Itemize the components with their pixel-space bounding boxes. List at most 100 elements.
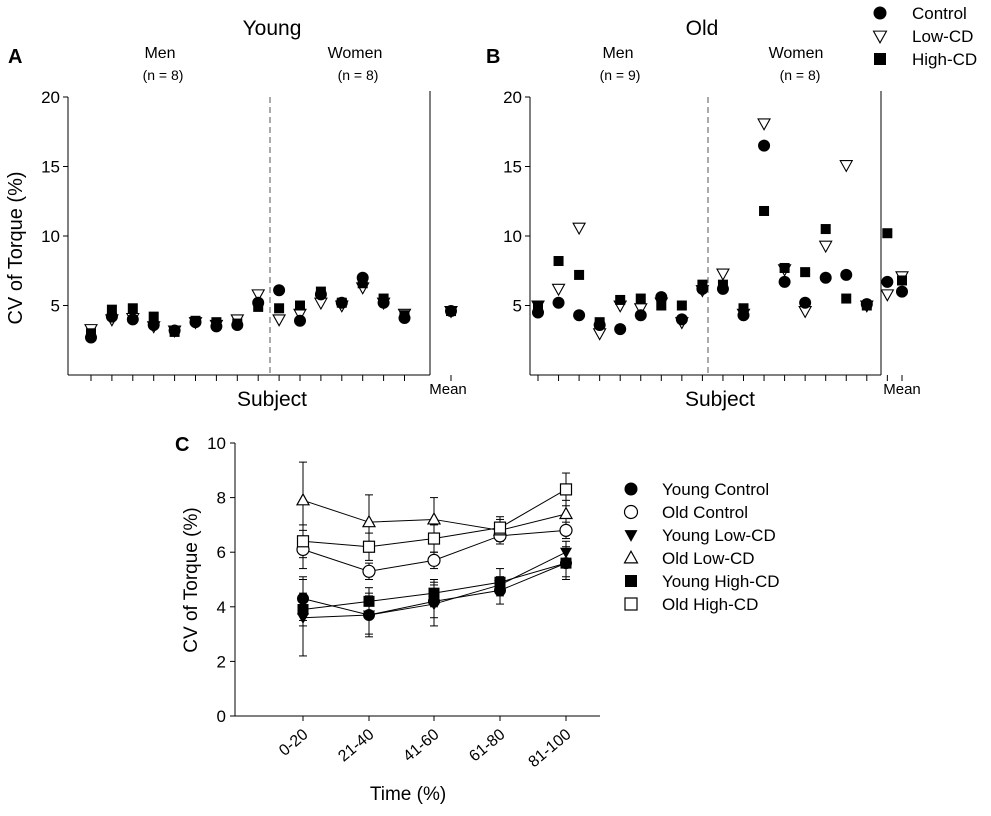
- panel-c-legend-marker-old-control: [623, 504, 639, 520]
- panel-b-point-control: [552, 296, 565, 309]
- panel-b-point-control: [532, 306, 544, 319]
- panel-a-point-control: [252, 296, 265, 309]
- panel-a-point-control: [189, 316, 202, 329]
- panel-b-point-control: [860, 298, 873, 311]
- panel-c-legend-label-old-low-cd: Old Low-CD: [662, 549, 755, 568]
- panel-a-point-high-cd: [295, 300, 305, 311]
- panel-a-men-n: (n = 8): [143, 67, 184, 83]
- panel-a-point-control: [105, 310, 118, 323]
- panel-b-point-high-cd: [553, 256, 564, 267]
- panel-b-men-label: Men: [602, 45, 633, 62]
- panel-c-x-tick-label: 21-40: [335, 726, 377, 765]
- panel-b-point-control: [799, 296, 812, 309]
- legend-label-low-cd: Low-CD: [912, 27, 973, 46]
- panel-a-point-control: [231, 318, 244, 331]
- panel-b-point-control: [716, 282, 729, 295]
- panel-a-women-n: (n = 8): [338, 67, 379, 83]
- panel-b-point-low-cd: [757, 118, 771, 131]
- legend-label-control: Control: [912, 4, 967, 23]
- panel-a-point-high-cd: [106, 304, 117, 315]
- panel-c-x-tick-label: 0-20: [276, 726, 312, 760]
- panel-c-point-old-high-cd: [427, 532, 441, 545]
- panel-b-y-tick-label: 5: [513, 297, 522, 316]
- legend-label-high-cd: High-CD: [912, 50, 977, 69]
- panel-b-point-control: [573, 309, 586, 322]
- panel-b-point-low-cd: [551, 283, 566, 297]
- panel-b-y-tick-label: 20: [503, 88, 522, 107]
- panel-c-x-tick-label: 81-100: [525, 726, 574, 771]
- panel-b-point-low-cd: [839, 160, 854, 173]
- panel-b-point-high-cd: [533, 300, 543, 311]
- panel-b-point-high-cd: [759, 205, 770, 216]
- panel-c-legend-marker-old-low-cd: [623, 549, 639, 564]
- panel-c-point-young-control: [297, 592, 309, 605]
- panel-a-y-tick-label: 20: [41, 88, 60, 107]
- panel-b-point-control: [634, 309, 647, 322]
- panel-a-men-label: Men: [144, 45, 175, 62]
- panel-a-point-control: [294, 314, 306, 327]
- panel-c-point-old-high-cd: [559, 483, 573, 496]
- panel-a-point-control: [168, 324, 181, 337]
- panel-a-letter: A: [8, 46, 22, 68]
- panel-b-y-tick-label: 10: [503, 227, 522, 246]
- panel-c-point-old-control: [559, 523, 573, 537]
- panel-c-point-young-low-cd: [428, 599, 440, 611]
- panel-c-legend-label-young-high-cd: Young High-CD: [662, 572, 780, 591]
- panel-a-point-high-cd: [274, 303, 285, 314]
- panel-c-legend-marker-young-control: [624, 482, 638, 496]
- panel-a-point-control: [377, 296, 390, 309]
- panel-c-point-old-low-cd: [361, 514, 377, 528]
- panel-c-point-young-low-cd: [363, 610, 375, 622]
- panel-b-point-control: [778, 275, 791, 288]
- panel-c-point-old-low-cd: [295, 492, 311, 506]
- panel-c-point-young-high-cd: [494, 576, 506, 588]
- panel-b-men-n: (n = 9): [600, 67, 641, 83]
- legend-marker-control: [873, 6, 887, 20]
- panel-c-x-tick-label: 41-60: [400, 726, 442, 765]
- legend-marker-low-cd: [872, 30, 888, 44]
- panel-a-title: Young: [243, 17, 302, 40]
- panel-b-letter: B: [486, 46, 500, 68]
- panel-c-point-young-low-cd: [297, 613, 309, 625]
- panel-c-point-young-low-cd: [560, 547, 572, 559]
- panel-c-point-old-control: [427, 553, 441, 567]
- panel-a-point-control: [356, 271, 369, 284]
- panel-b-point-control: [758, 139, 771, 152]
- panel-c-point-young-high-cd: [428, 587, 440, 599]
- panel-a-x-axis-label: Subject: [237, 388, 307, 411]
- panel-b-point-high-cd: [656, 300, 667, 311]
- panel-b-point-low-cd: [633, 303, 648, 316]
- panel-a-y-tick-label: 10: [41, 227, 60, 246]
- panel-b-point-control: [614, 323, 627, 336]
- panel-c-x-tick-label: 61-80: [466, 726, 508, 765]
- panel-a-point-low-cd: [251, 289, 266, 302]
- panel-c-legend-label-old-control: Old Control: [662, 503, 748, 522]
- panel-c-y-tick-label: 8: [217, 489, 226, 508]
- panel-a-mean-label: Mean: [429, 381, 467, 398]
- panel-a-point-high-cd: [148, 311, 159, 322]
- panel-b-point-high-cd: [615, 294, 626, 305]
- panel-c-point-young-high-cd: [297, 604, 309, 616]
- panel-b-point-high-cd: [635, 293, 646, 304]
- panel-c-legend-label-young-control: Young Control: [662, 480, 769, 499]
- legend-marker-high-cd: [874, 53, 886, 65]
- panel-c-y-tick-label: 2: [217, 652, 226, 671]
- panel-a-point-control: [85, 331, 97, 344]
- panel-c-y-tick-label: 4: [217, 598, 226, 617]
- panel-c-y-tick-label: 10: [207, 434, 226, 453]
- panel-b-point-low-cd: [880, 289, 895, 302]
- panel-b-point-low-cd: [818, 240, 833, 254]
- panel-a-y-tick-label: 5: [51, 297, 60, 316]
- panel-c-point-old-high-cd: [362, 540, 376, 553]
- panel-c-point-young-high-cd: [363, 595, 375, 607]
- panel-a-point-control: [126, 313, 139, 326]
- panel-c-y-tick-label: 0: [217, 707, 226, 726]
- panel-b-point-low-cd: [716, 268, 730, 281]
- panel-b-mean-point-high-cd: [897, 275, 907, 286]
- panel-c-y-axis-label: CV of Torque (%): [181, 507, 202, 652]
- panel-b-point-high-cd: [676, 300, 687, 311]
- panel-a-women-label: Women: [328, 45, 383, 62]
- panel-b-x-axis-label: Subject: [685, 388, 755, 411]
- panel-c-point-old-low-cd: [558, 506, 574, 520]
- panel-b-women-label: Women: [769, 45, 824, 62]
